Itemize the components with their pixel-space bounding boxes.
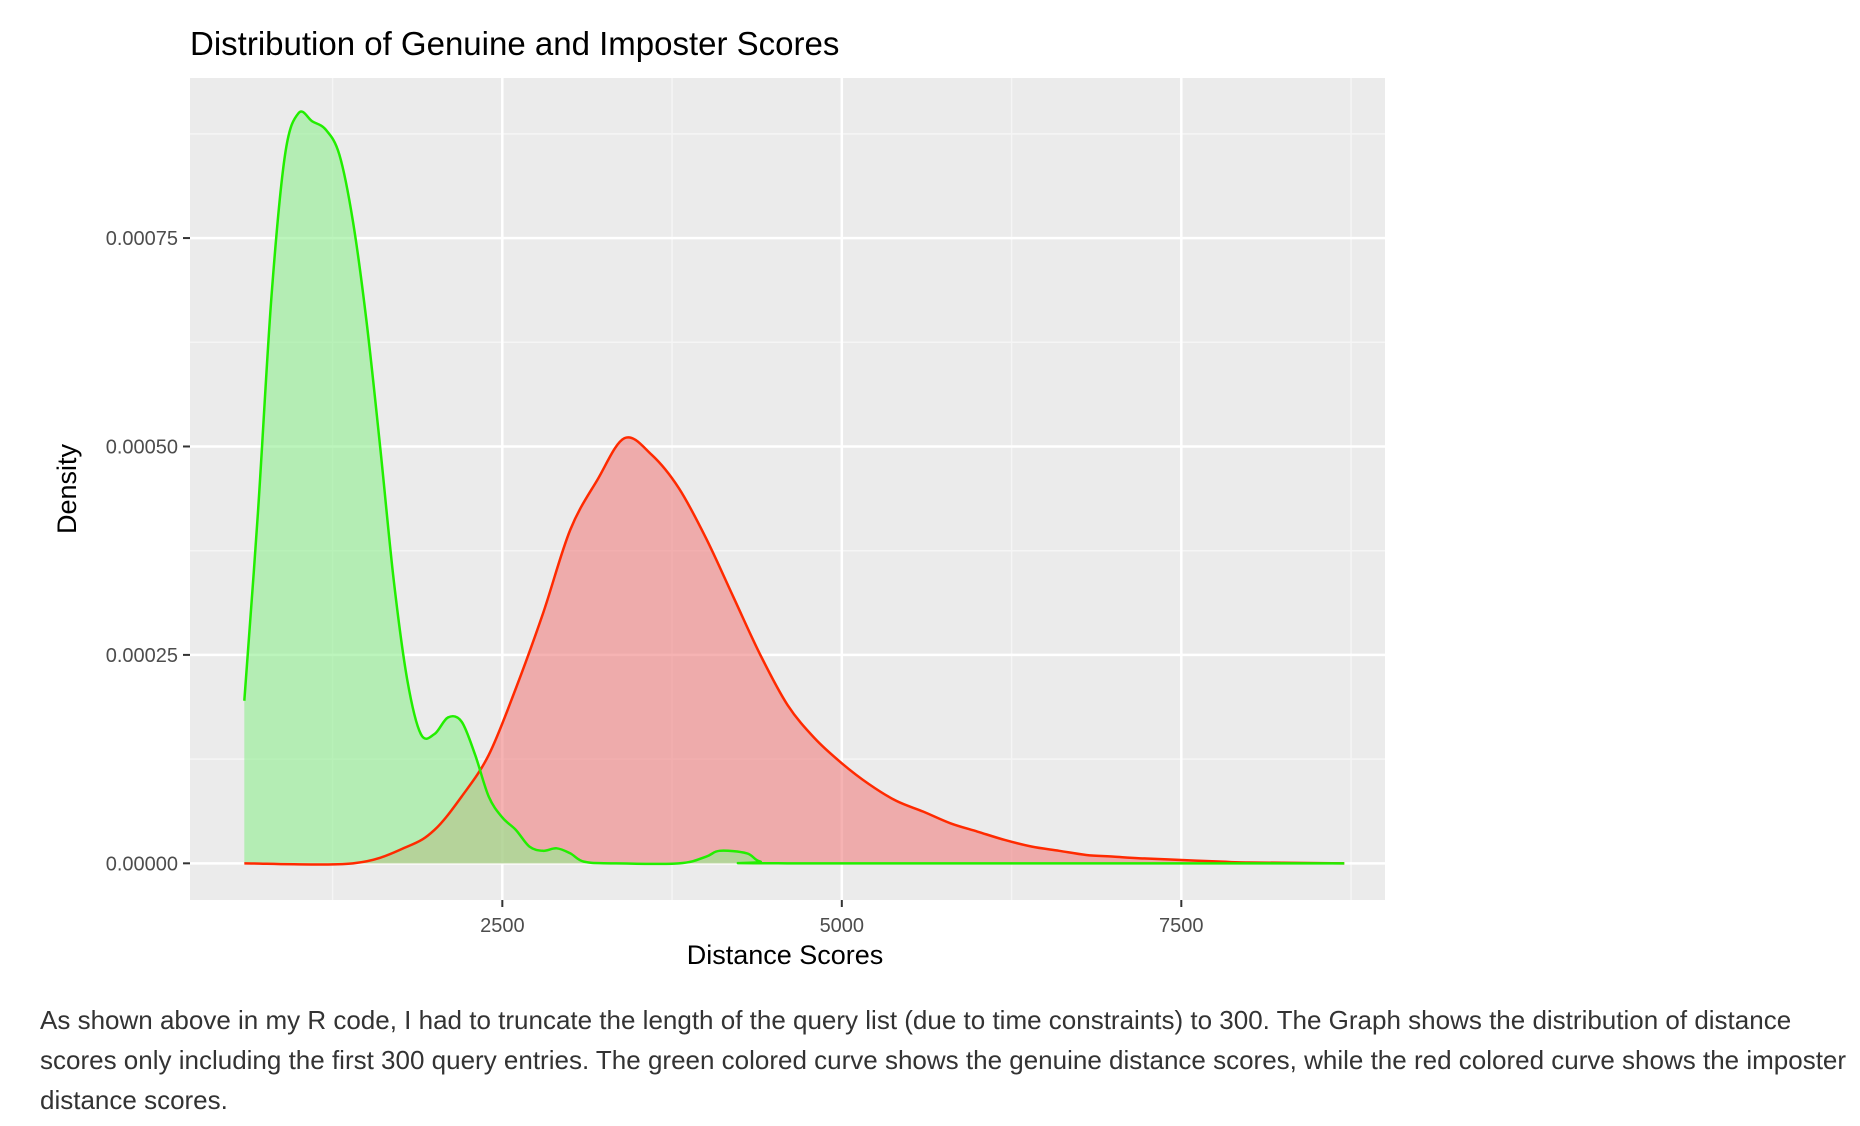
y-tick-label: 0.00075 [106, 228, 178, 250]
density-lines [243, 110, 1345, 866]
x-axis-title: Distance Scores [687, 940, 884, 970]
density-areas [244, 111, 1345, 865]
x-tick-label: 2500 [480, 915, 525, 937]
x-tick-label: 7500 [1159, 915, 1204, 937]
x-tick-label: 5000 [820, 915, 865, 937]
y-axis: 0.00000 0.00025 0.00050 0.00075 [106, 228, 190, 875]
density-area-1 [244, 437, 1345, 865]
density-line-1 [244, 436, 1345, 866]
density-chart: Distribution of Genuine and Imposter Sco… [52, 25, 1385, 970]
x-axis: 2500 5000 7500 [480, 900, 1204, 937]
y-axis-title: Density [52, 443, 82, 534]
y-tick-label: 0.00000 [106, 853, 178, 875]
y-tick-label: 0.00050 [106, 436, 178, 458]
density-area-2 [244, 111, 1345, 864]
chart-title: Distribution of Genuine and Imposter Sco… [190, 25, 839, 62]
density-line-2 [243, 110, 1345, 866]
y-tick-label: 0.00025 [106, 645, 178, 667]
caption-paragraph: As shown above in my R code, I had to tr… [40, 1005, 1847, 1115]
